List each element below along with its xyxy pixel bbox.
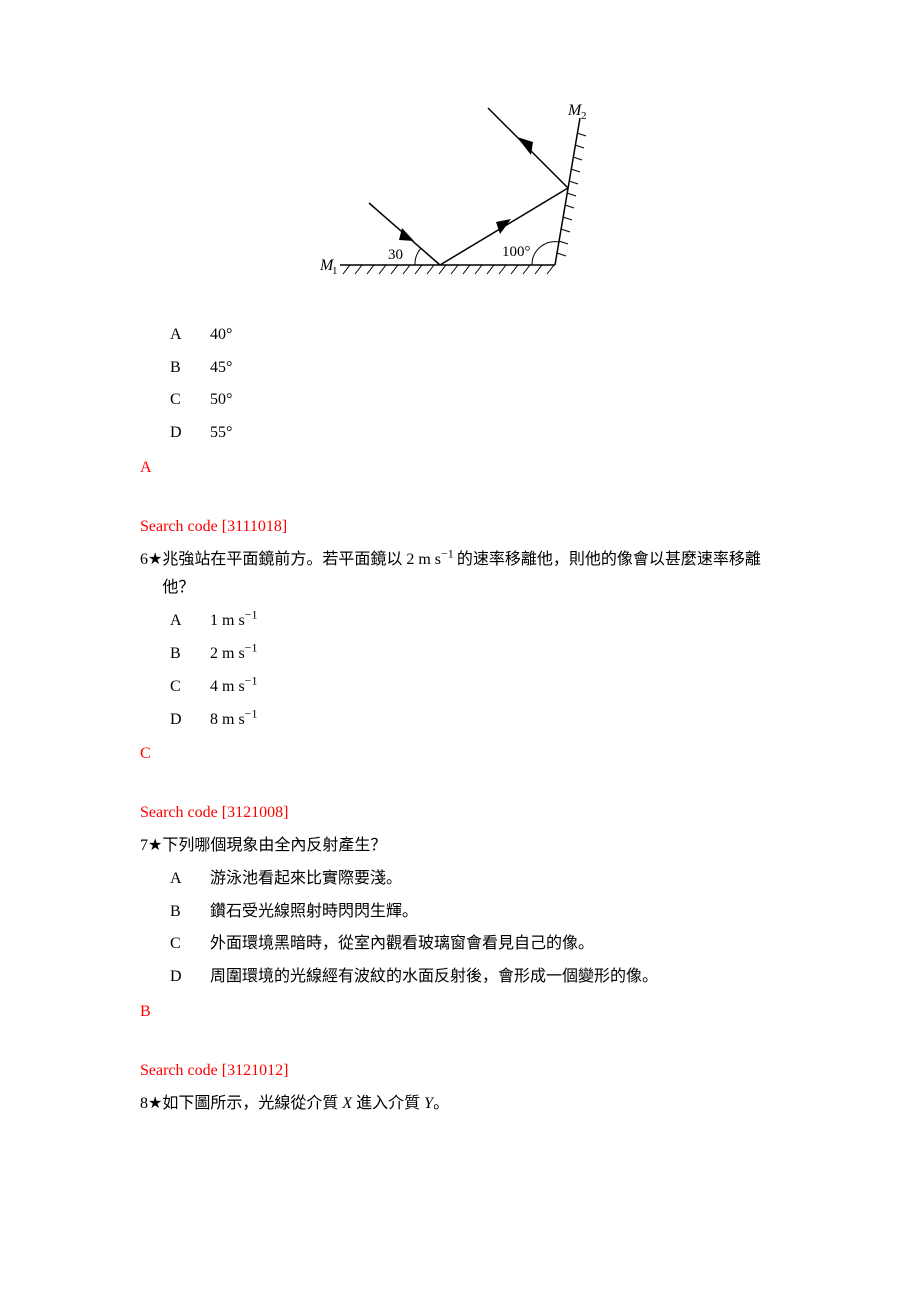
option-text: 50° xyxy=(210,386,780,415)
q6-option-d: D 8 m s−1 xyxy=(170,706,780,735)
option-letter: B xyxy=(170,898,210,927)
q7-option-d: D 周圍環境的光線經有波紋的水面反射後，會形成一個變形的像。 xyxy=(170,963,780,992)
option-letter: A xyxy=(170,865,210,894)
q8-search-code: Search code [3121012] xyxy=(140,1057,780,1086)
question-number: 6★ xyxy=(140,546,162,604)
option-text: 4 m s−1 xyxy=(210,673,780,702)
q7-option-b: B 鑽石受光線照射時閃閃生輝。 xyxy=(170,898,780,927)
option-letter: C xyxy=(170,930,210,959)
option-text: 2 m s−1 xyxy=(210,640,780,669)
option-text: 外面環境黑暗時，從室內觀看玻璃窗會看見自己的像。 xyxy=(210,930,780,959)
option-text: 8 m s−1 xyxy=(210,706,780,735)
q5-answer: A xyxy=(140,454,780,483)
q6-option-b: B 2 m s−1 xyxy=(170,640,780,669)
option-text: 周圍環境的光線經有波紋的水面反射後，會形成一個變形的像。 xyxy=(210,963,780,992)
svg-text:30: 30 xyxy=(388,247,403,263)
q5-option-c: C 50° xyxy=(170,386,780,415)
q5-option-b: B 45° xyxy=(170,354,780,383)
option-letter: D xyxy=(170,419,210,448)
option-text: 55° xyxy=(210,419,780,448)
q7-option-c: C 外面環境黑暗時，從室內觀看玻璃窗會看見自己的像。 xyxy=(170,930,780,959)
option-letter: A xyxy=(170,321,210,350)
option-letter: C xyxy=(170,386,210,415)
q7-question: 7★ 下列哪個現象由全內反射產生？ xyxy=(140,832,780,861)
q6-option-c: C 4 m s−1 xyxy=(170,673,780,702)
q7-answer: B xyxy=(140,998,780,1027)
option-letter: A xyxy=(170,607,210,636)
q6-option-a: A 1 m s−1 xyxy=(170,607,780,636)
svg-text:1: 1 xyxy=(332,265,338,277)
option-text: 鑽石受光線照射時閃閃生輝。 xyxy=(210,898,780,927)
q5-option-a: A 40° xyxy=(170,321,780,350)
option-text: 游泳池看起來比實際要淺。 xyxy=(210,865,780,894)
option-letter: D xyxy=(170,963,210,992)
option-text: 40° xyxy=(210,321,780,350)
mirror-diagram: M 1 M 2 30 100° xyxy=(310,100,780,301)
question-text: 兆強站在平面鏡前方。若平面鏡以 2 m s−1 的速率移離他，則他的像會以甚麼速… xyxy=(162,546,780,604)
q7-option-a: A 游泳池看起來比實際要淺。 xyxy=(170,865,780,894)
svg-text:2: 2 xyxy=(581,110,587,122)
q6-question: 6★ 兆強站在平面鏡前方。若平面鏡以 2 m s−1 的速率移離他，則他的像會以… xyxy=(140,546,780,604)
question-number: 7★ xyxy=(140,832,162,861)
option-letter: B xyxy=(170,354,210,383)
option-text: 1 m s−1 xyxy=(210,607,780,636)
q6-answer: C xyxy=(140,740,780,769)
option-letter: C xyxy=(170,673,210,702)
option-letter: D xyxy=(170,706,210,735)
option-text: 45° xyxy=(210,354,780,383)
question-text: 下列哪個現象由全內反射產生？ xyxy=(162,832,780,861)
q6-search-code: Search code [3111018] xyxy=(140,513,780,542)
option-letter: B xyxy=(170,640,210,669)
question-number: 8★ xyxy=(140,1090,162,1119)
svg-text:100°: 100° xyxy=(502,244,531,260)
q8-question: 8★ 如下圖所示，光線從介質 X 進入介質 Y。 xyxy=(140,1090,780,1119)
question-text: 如下圖所示，光線從介質 X 進入介質 Y。 xyxy=(162,1090,780,1119)
q5-option-d: D 55° xyxy=(170,419,780,448)
q7-search-code: Search code [3121008] xyxy=(140,799,780,828)
